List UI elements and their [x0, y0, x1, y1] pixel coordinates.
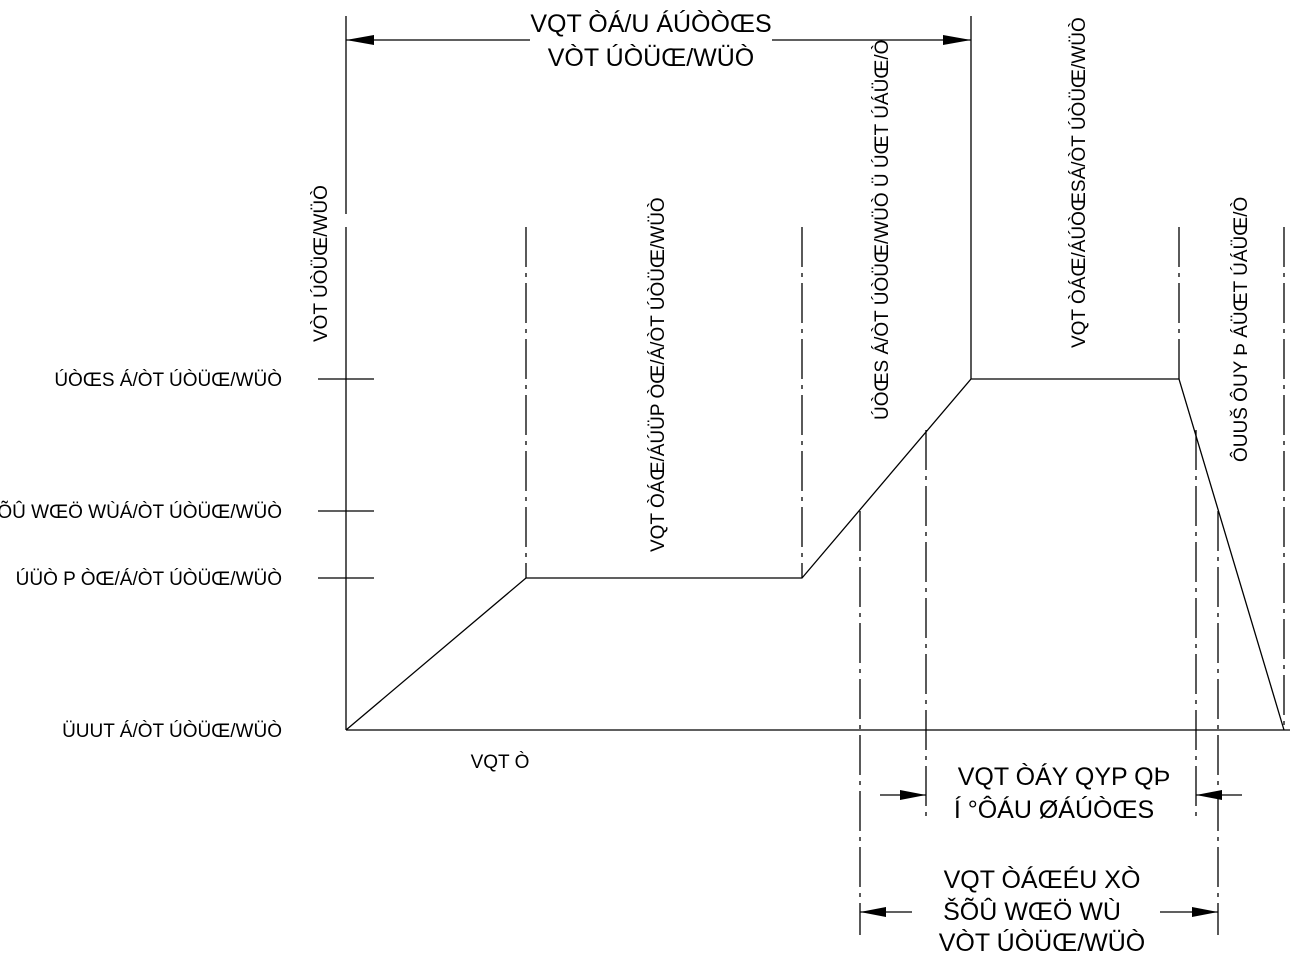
- arrow-right-icon: [943, 35, 971, 45]
- room-level-label: ÜUUT Á/ÒT ÚÒÜŒ/WÜÒ: [62, 720, 282, 742]
- above-label-3: VÒT ÚÒÜŒ/WÜÒ: [939, 928, 1145, 957]
- above-arrow-right-icon: [1192, 907, 1218, 917]
- temperature-profile-curve: [345, 378, 1285, 731]
- above-label-1: VQT ÒÁŒÉU XÒ: [944, 865, 1141, 894]
- time-axis-label: VQT Ò: [471, 751, 530, 773]
- window-label-1: VQT ÒÁY QYP QÞ: [958, 762, 1171, 791]
- above-label-2: ŠÕÛ WŒÖ WÙ: [943, 897, 1121, 926]
- arrow-left-icon: [346, 35, 374, 45]
- soak-level-label: ÚÜÒ P ÒŒ/Á/ÒT ÚÒÜŒ/WÜÒ: [16, 568, 282, 590]
- soak-phase-label: VQT ÒÁŒ/ÁÚÜP ÒŒ/Á/ÒT ÚÒÜŒ/WÜÒ: [647, 197, 669, 552]
- peak-level-label: ÚÒŒS Á/ÒT ÚÒÜŒ/WÜÒ: [54, 369, 282, 391]
- peak-phase-label: VQT ÒÁŒ/ÁÚÒŒSÁ/ÒT ÚÒÜŒ/WÜÒ: [1068, 17, 1090, 348]
- cool-phase-label: ÔUUŠ ÔUY Þ ÁÜŒT ÚÁÜŒ/Ò: [1230, 197, 1252, 462]
- ramp-phase-label: ÚÒŒS Á/ÒT ÚÒÜŒ/WÜÒ Ü ÚŒT ÚÁÜŒ/Ò: [871, 40, 893, 420]
- y-start-label: VÒT ÚÒÜŒ/WÜÒ: [310, 185, 332, 342]
- liquidus-level-label: ŠÕÛ WŒÖ WÙÁ/ÒT ÚÒÜŒ/WÜÒ: [0, 501, 282, 523]
- window-arrow-right-icon: [1196, 790, 1222, 800]
- window-arrow-left-icon: [900, 790, 926, 800]
- top-span-label-1: VQT ÒÁ/U ÁÚÒÒŒS: [530, 9, 771, 38]
- window-label-2: Í °ÔÁU ØÁÚÒŒS: [954, 795, 1154, 824]
- top-span-label-2: VÒT ÚÒÜŒ/WÜÒ: [548, 43, 754, 72]
- above-arrow-left-icon: [860, 907, 886, 917]
